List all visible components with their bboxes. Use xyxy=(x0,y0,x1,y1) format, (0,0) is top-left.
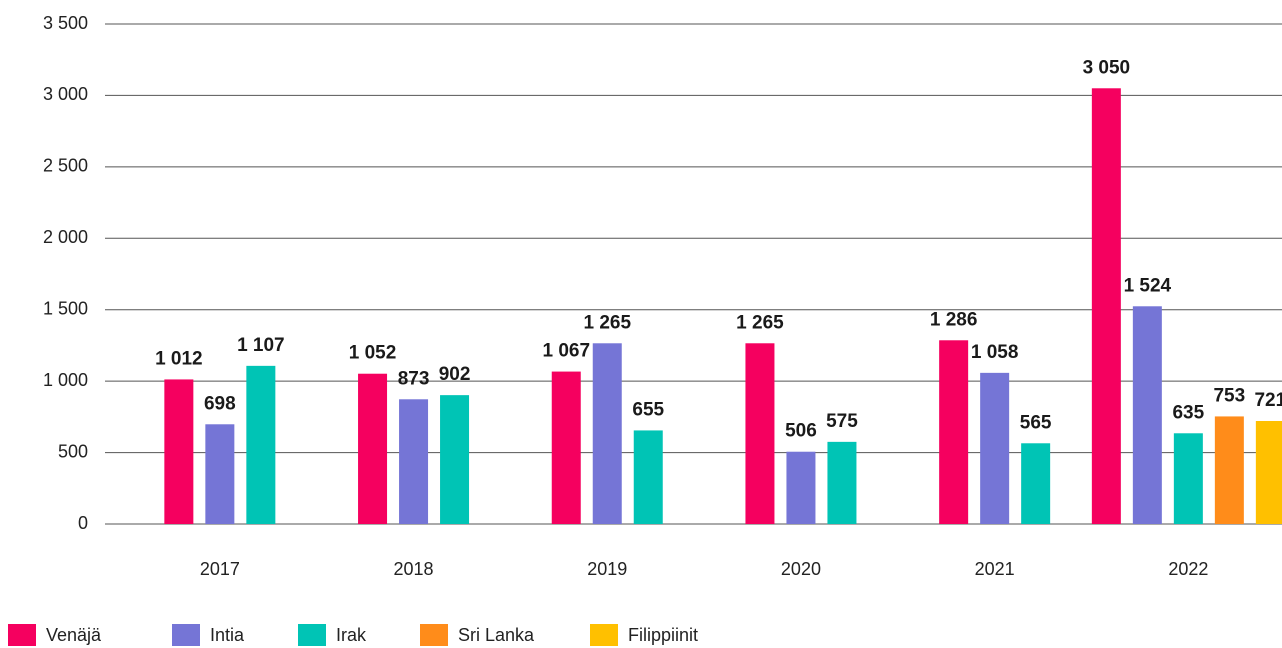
data-label: 575 xyxy=(826,411,858,432)
bar xyxy=(1255,421,1282,524)
x-tick-label: 2019 xyxy=(587,559,627,579)
bar xyxy=(1214,416,1244,524)
bar xyxy=(786,451,816,524)
data-label: 873 xyxy=(398,368,430,389)
bar xyxy=(592,343,622,524)
data-label: 1 524 xyxy=(1124,275,1172,296)
legend-swatch xyxy=(420,624,448,646)
bar xyxy=(1132,306,1162,524)
data-label: 1 058 xyxy=(971,342,1019,363)
bar xyxy=(246,365,276,524)
x-tick-label: 2017 xyxy=(200,559,240,579)
legend-label: Venäjä xyxy=(46,625,102,645)
legend-label: Irak xyxy=(336,625,367,645)
data-label: 565 xyxy=(1020,412,1052,433)
bar xyxy=(205,424,235,524)
data-label: 1 265 xyxy=(583,312,631,333)
data-label: 1 286 xyxy=(930,309,978,330)
y-tick-label: 0 xyxy=(78,513,88,533)
legend-swatch xyxy=(172,624,200,646)
y-tick-label: 3 000 xyxy=(43,84,88,104)
data-label: 721 xyxy=(1254,390,1282,411)
bar xyxy=(399,399,429,524)
data-label: 1 052 xyxy=(349,343,397,364)
legend-swatch xyxy=(590,624,618,646)
data-label: 635 xyxy=(1172,402,1204,423)
y-tick-label: 3 500 xyxy=(43,13,88,33)
data-label: 1 012 xyxy=(155,348,203,369)
bar xyxy=(745,343,775,524)
y-tick-label: 500 xyxy=(58,441,88,461)
bar xyxy=(980,372,1010,524)
x-tick-label: 2021 xyxy=(975,559,1015,579)
x-tick-label: 2022 xyxy=(1168,559,1208,579)
data-label: 1 265 xyxy=(736,312,784,333)
bar xyxy=(633,430,663,524)
bar xyxy=(440,395,470,524)
legend-swatch xyxy=(8,624,36,646)
legend-label: Sri Lanka xyxy=(458,625,535,645)
legend-label: Intia xyxy=(210,625,245,645)
bar xyxy=(827,441,857,524)
bar xyxy=(1021,443,1051,524)
y-tick-label: 1 000 xyxy=(43,370,88,390)
legend-swatch xyxy=(298,624,326,646)
x-tick-label: 2018 xyxy=(394,559,434,579)
data-label: 655 xyxy=(632,399,664,420)
y-tick-label: 2 000 xyxy=(43,227,88,247)
data-label: 1 107 xyxy=(237,335,285,356)
bar xyxy=(551,371,581,524)
data-label: 698 xyxy=(204,393,236,414)
y-tick-label: 2 500 xyxy=(43,156,88,176)
data-label: 1 067 xyxy=(542,341,590,362)
x-tick-label: 2020 xyxy=(781,559,821,579)
data-label: 3 050 xyxy=(1083,57,1131,78)
data-label: 902 xyxy=(439,364,471,385)
y-tick-label: 1 500 xyxy=(43,298,88,318)
data-label: 753 xyxy=(1213,385,1245,406)
legend-label: Filippiinit xyxy=(628,625,698,645)
bar xyxy=(1091,88,1121,525)
bar xyxy=(1173,433,1203,524)
bar xyxy=(939,340,969,524)
bar xyxy=(358,373,388,524)
data-label: 506 xyxy=(785,421,817,442)
bar xyxy=(164,379,194,524)
